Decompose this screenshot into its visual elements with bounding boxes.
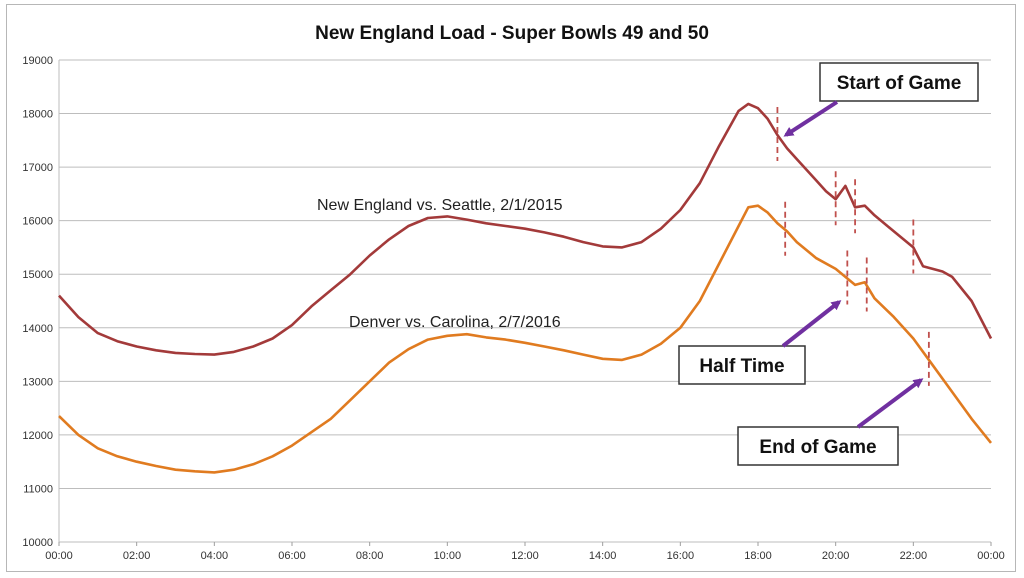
chart-frame: New England Load - Super Bowls 49 and 50… bbox=[6, 4, 1016, 572]
x-tick-label: 08:00 bbox=[356, 550, 384, 562]
series-label-carolina: Denver vs. Carolina, 2/7/2016 bbox=[349, 314, 561, 331]
callout-half-time-text: Half Time bbox=[699, 356, 784, 377]
x-tick-label: 00:00 bbox=[45, 550, 73, 562]
x-tick-label: 18:00 bbox=[744, 550, 772, 562]
series-lines bbox=[58, 102, 993, 474]
series-line-carolina bbox=[58, 204, 993, 474]
load-chart: New England Load - Super Bowls 49 and 50… bbox=[22, 23, 1005, 562]
arrow-start-of-game bbox=[783, 100, 839, 137]
x-tick-label: 12:00 bbox=[511, 550, 539, 562]
chart-title: New England Load - Super Bowls 49 and 50 bbox=[315, 23, 709, 44]
arrow-end-of-game bbox=[856, 378, 924, 429]
y-tick-label: 14000 bbox=[22, 323, 53, 335]
callout-start-of-game-text: Start of Game bbox=[837, 73, 962, 94]
y-tick-label: 19000 bbox=[22, 55, 53, 67]
y-tick-label: 10000 bbox=[22, 537, 53, 549]
x-tick-label: 22:00 bbox=[900, 550, 928, 562]
x-tick-label: 20:00 bbox=[822, 550, 850, 562]
y-tick-label: 16000 bbox=[22, 216, 53, 228]
x-tick-label: 16:00 bbox=[667, 550, 695, 562]
x-tick-label: 10:00 bbox=[434, 550, 462, 562]
event-markers bbox=[776, 106, 930, 386]
arrow-half-time bbox=[781, 300, 842, 348]
callout-end-of-game: End of Game bbox=[737, 378, 924, 466]
y-tick-label: 13000 bbox=[22, 376, 53, 388]
y-tick-label: 12000 bbox=[22, 430, 53, 442]
series-label-seattle: New England vs. Seattle, 2/1/2015 bbox=[317, 197, 563, 214]
y-tick-label: 17000 bbox=[22, 162, 53, 174]
x-tick-label: 04:00 bbox=[201, 550, 229, 562]
x-tick-label: 06:00 bbox=[278, 550, 306, 562]
x-tick-label: 00:00 bbox=[977, 550, 1005, 562]
y-axis-ticks: 10000 11000 12000 13000 14000 15000 16000 17000… bbox=[22, 55, 53, 549]
series-line-seattle bbox=[58, 102, 993, 356]
callout-half-time: Half Time bbox=[678, 300, 842, 385]
y-tick-label: 18000 bbox=[22, 109, 53, 121]
x-tick-label: 02:00 bbox=[123, 550, 151, 562]
y-tick-label: 11000 bbox=[23, 483, 53, 495]
callout-start-of-game: Start of Game bbox=[783, 62, 979, 137]
x-axis-ticks: 00:00 02:00 04:00 06:00 08:00 10:00 12:00 14:00… bbox=[45, 542, 1005, 562]
callout-end-of-game-text: End of Game bbox=[759, 437, 876, 458]
y-tick-label: 15000 bbox=[22, 269, 53, 281]
x-tick-label: 14:00 bbox=[589, 550, 617, 562]
grid-lines bbox=[58, 59, 991, 543]
